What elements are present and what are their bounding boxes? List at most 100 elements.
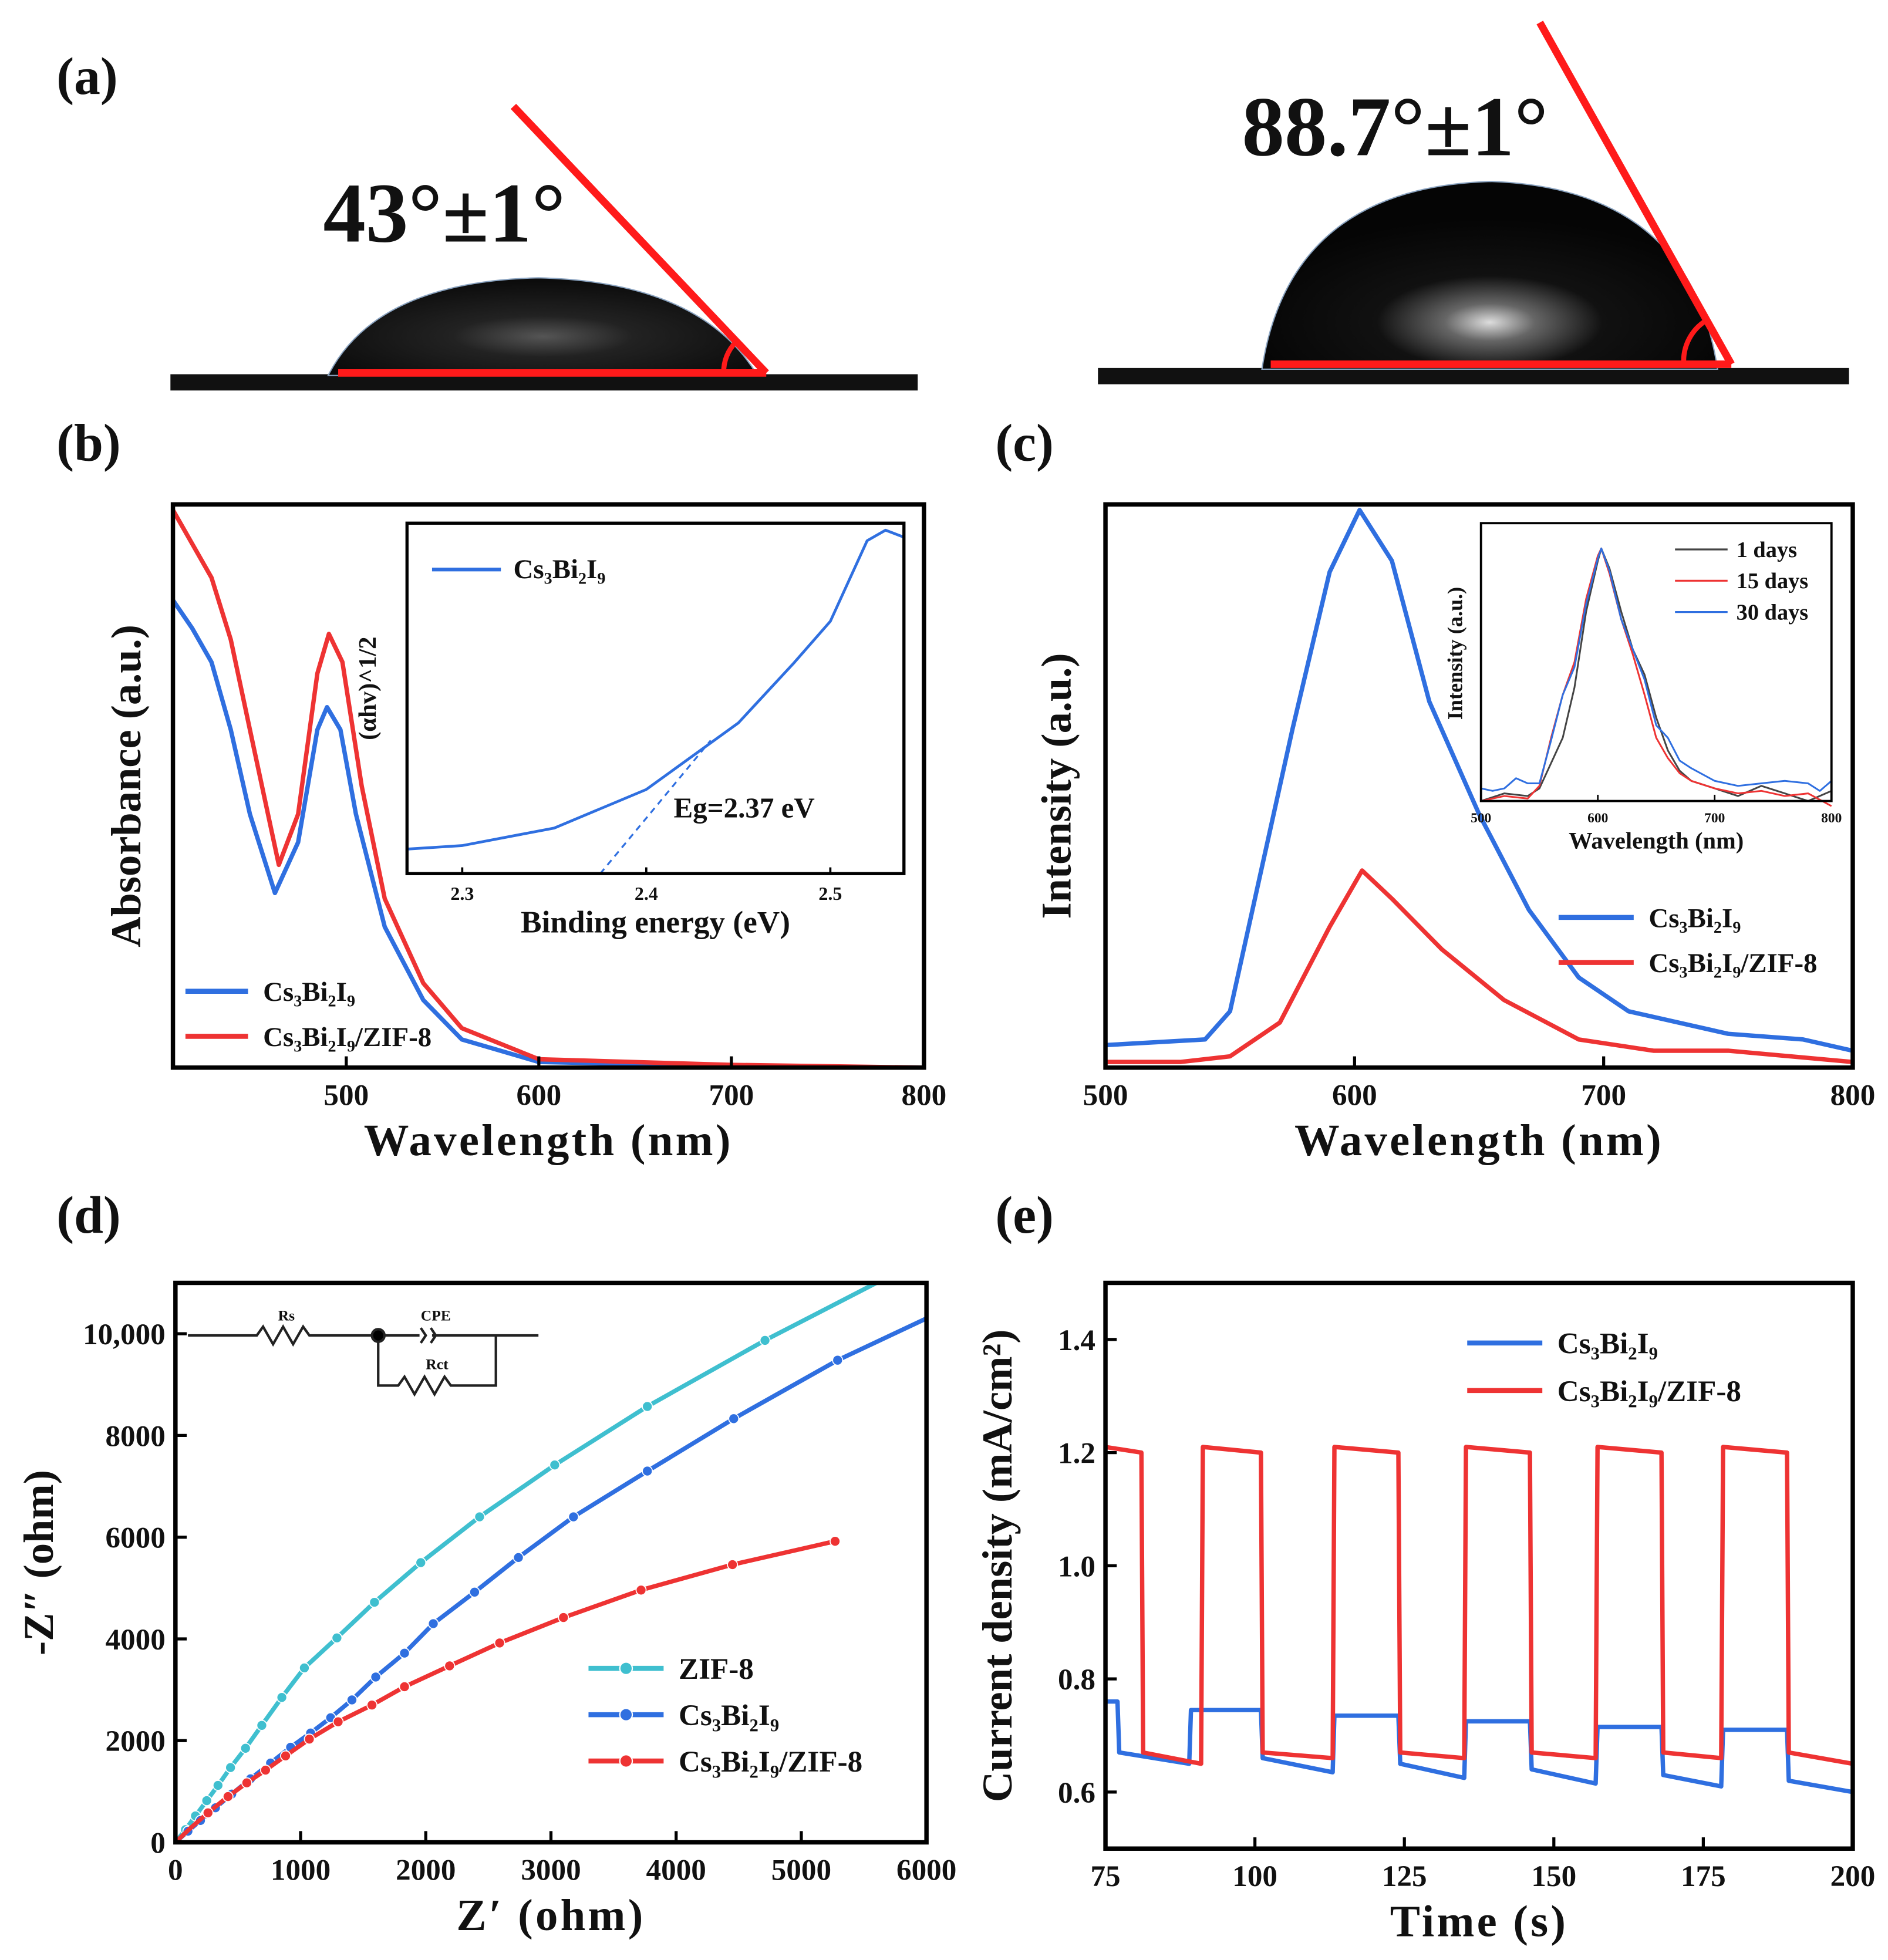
legend-label: Cs₃Bi₂I₉	[1648, 903, 1741, 933]
circuit-node	[370, 1328, 386, 1343]
panel-d-y-tick-label: 8000	[105, 1419, 165, 1453]
panel-e-y-tick-label: 0.6	[1058, 1776, 1095, 1810]
panel-b-x-tick-label: 800	[902, 1079, 947, 1112]
legend-marker	[619, 1754, 633, 1768]
panel-d-series-marker-2	[222, 1791, 234, 1802]
panel-b: (b) 500 600 700 800 Wavelength (nm) Absorbance…	[56, 414, 946, 1165]
panel-d-series-marker-2	[494, 1637, 505, 1649]
panel-b-inset: 2.3 2.4 2.5 Binding energy (eV) (αhv)^1/2 Eg=…	[354, 521, 906, 939]
panel-b-x-tick-label: 700	[709, 1079, 754, 1112]
panel-label-a: (a)	[56, 48, 117, 106]
panel-e-plot-frame	[1103, 1280, 1855, 1851]
panel-label-c: (c)	[995, 414, 1053, 473]
panel-d-series-marker-1	[427, 1618, 439, 1630]
legend-entry: Cs₃Bi₂I₉/ZIF-8	[1558, 948, 1818, 979]
panel-c-plot-frame	[1103, 502, 1855, 1070]
circuit-wires	[188, 1324, 539, 1397]
panel-e-x-tick-label: 150	[1531, 1860, 1576, 1893]
panel-c-x-tick-label: 600	[1332, 1079, 1377, 1112]
circuit-label-cpe: CPE	[421, 1307, 451, 1324]
panel-d-series-marker-0	[331, 1632, 343, 1644]
panel-b-x-axis-title: Wavelength (nm)	[364, 1115, 733, 1165]
panel-c-series-line-1	[1105, 868, 1853, 1064]
panel-d-y-tick-label: 4000	[105, 1623, 165, 1657]
right-angle-arc	[1681, 318, 1708, 365]
panel-a: (a) 43°±1° 88.7°±1°	[56, 21, 1849, 391]
equivalent-circuit-diagram	[188, 1324, 539, 1397]
panel-c-x-tick-label: 700	[1581, 1079, 1626, 1112]
legend-label: Cs₃Bi₂I₉/ZIF-8	[263, 1022, 431, 1052]
legend-label: Cs₃Bi₂I₉	[263, 977, 355, 1007]
legend-entry: Cs₃Bi₂I₉/ZIF-8	[588, 1745, 862, 1779]
panel-b-x-tick-label: 500	[323, 1079, 369, 1112]
legend-entry: Cs₃Bi₂I₉	[588, 1699, 779, 1732]
panel-d-x-tick-label: 0	[168, 1854, 183, 1887]
legend-label: Cs₃Bi₂I₉/ZIF-8	[679, 1745, 862, 1779]
panel-e-series-line-1	[1105, 1445, 1853, 1766]
right-substrate	[1098, 367, 1849, 384]
legend-label: Cs₃Bi₂I₉	[679, 1699, 779, 1732]
panel-c-x-axis-title: Wavelength (nm)	[1294, 1115, 1664, 1165]
panel-e-y-tick-label: 1.2	[1058, 1437, 1095, 1470]
panel-d-series-marker-2	[727, 1559, 739, 1570]
inset-y-axis-title: Intensity (a.u.)	[1444, 587, 1467, 720]
panel-d-series-marker-1	[469, 1586, 480, 1598]
right-droplet	[1261, 181, 1718, 370]
panel-e-x-tick-label: 175	[1681, 1860, 1726, 1893]
panel-c-x-tick-label: 800	[1830, 1079, 1876, 1112]
inset-b-series-line-0	[407, 528, 905, 851]
inset-legend-label: 15 days	[1737, 569, 1809, 593]
panel-d-x-tick-label: 1000	[271, 1854, 331, 1887]
inset-b-x-tick-label: 2.3	[450, 883, 474, 904]
left-angle-arc	[721, 340, 739, 373]
panel-d-series-marker-2	[444, 1660, 456, 1672]
right-contact-angle: 88.7°±1°	[1242, 80, 1548, 174]
panel-d-series-marker-1	[642, 1465, 653, 1477]
inset-x-axis-title: Binding energy (eV)	[521, 905, 790, 939]
panel-d-series-marker-0	[369, 1597, 380, 1608]
panel-d: (d) 0 1000 2000 3000 4000 5000 6000 0 2000 4000 600…	[15, 1186, 956, 1940]
inset-b-plot-frame	[405, 521, 906, 875]
inset-background	[1481, 523, 1832, 801]
panel-d-x-tick-label: 2000	[396, 1854, 456, 1887]
panel-e: (e) 75 100 125 150 175 200 0.6 0.8 1.0 1.2 1.4 Time …	[973, 1186, 1875, 1946]
inset-c-x-tick-label: 700	[1704, 811, 1725, 826]
left-contact-angle: 43°±1°	[323, 167, 565, 261]
charts: (b) 500 600 700 800 Wavelength (nm) Absorbance…	[15, 414, 1875, 1946]
inset-legend-label: Cs₃Bi₂I₉	[514, 554, 606, 585]
panel-d-series-marker-0	[299, 1662, 310, 1674]
inset-c-series-line-2	[1481, 547, 1832, 792]
panel-label-e: (e)	[995, 1186, 1053, 1244]
panel-d-series-marker-0	[474, 1511, 486, 1523]
panel-d-series-line-2	[174, 1539, 836, 1844]
panel-d-series-marker-2	[280, 1750, 291, 1762]
panel-d-series-marker-0	[256, 1719, 268, 1731]
legend-marker	[619, 1708, 633, 1722]
panel-e-x-tick-label: 100	[1232, 1860, 1277, 1893]
panel-d-series-marker-0	[549, 1459, 561, 1471]
panel-d-series-marker-1	[832, 1354, 844, 1366]
panel-e-x-tick-label: 200	[1830, 1860, 1876, 1893]
inset-b-x-tick-label: 2.4	[635, 883, 658, 904]
panel-b-series-line-0	[171, 599, 924, 1070]
panel-c-series-line-0	[1105, 508, 1853, 1053]
panel-e-x-tick-label: 125	[1382, 1860, 1427, 1893]
panel-d-series-marker-0	[201, 1795, 213, 1806]
panel-e-y-axis-title: Current density (mA/cm²)	[973, 1330, 1021, 1803]
panel-d-x-tick-label: 3000	[521, 1854, 581, 1887]
left-tangent-line	[510, 103, 769, 376]
legend-entry: Cs₃Bi₂I₉	[1467, 1327, 1658, 1361]
panel-d-series-marker-1	[346, 1694, 358, 1706]
panel-c-inset: 500 600 700 800 Wavelength (nm) Intensity (a.…	[1444, 522, 1842, 854]
panel-d-series-marker-0	[276, 1692, 288, 1703]
legend-entry: Cs₃Bi₂I₉/ZIF-8	[185, 1022, 431, 1052]
panel-d-series-marker-1	[728, 1413, 740, 1425]
panel-c-x-tick-label: 500	[1083, 1079, 1128, 1112]
inset-c-x-tick-label: 800	[1821, 811, 1842, 826]
panel-e-x-axis-title: Time (s)	[1390, 1896, 1568, 1946]
inset-c-series-line-0	[1481, 547, 1832, 802]
panel-d-series-marker-1	[399, 1647, 410, 1659]
inset-c-plot-frame	[1479, 522, 1833, 802]
panel-d-y-tick-label: 2000	[105, 1725, 165, 1758]
